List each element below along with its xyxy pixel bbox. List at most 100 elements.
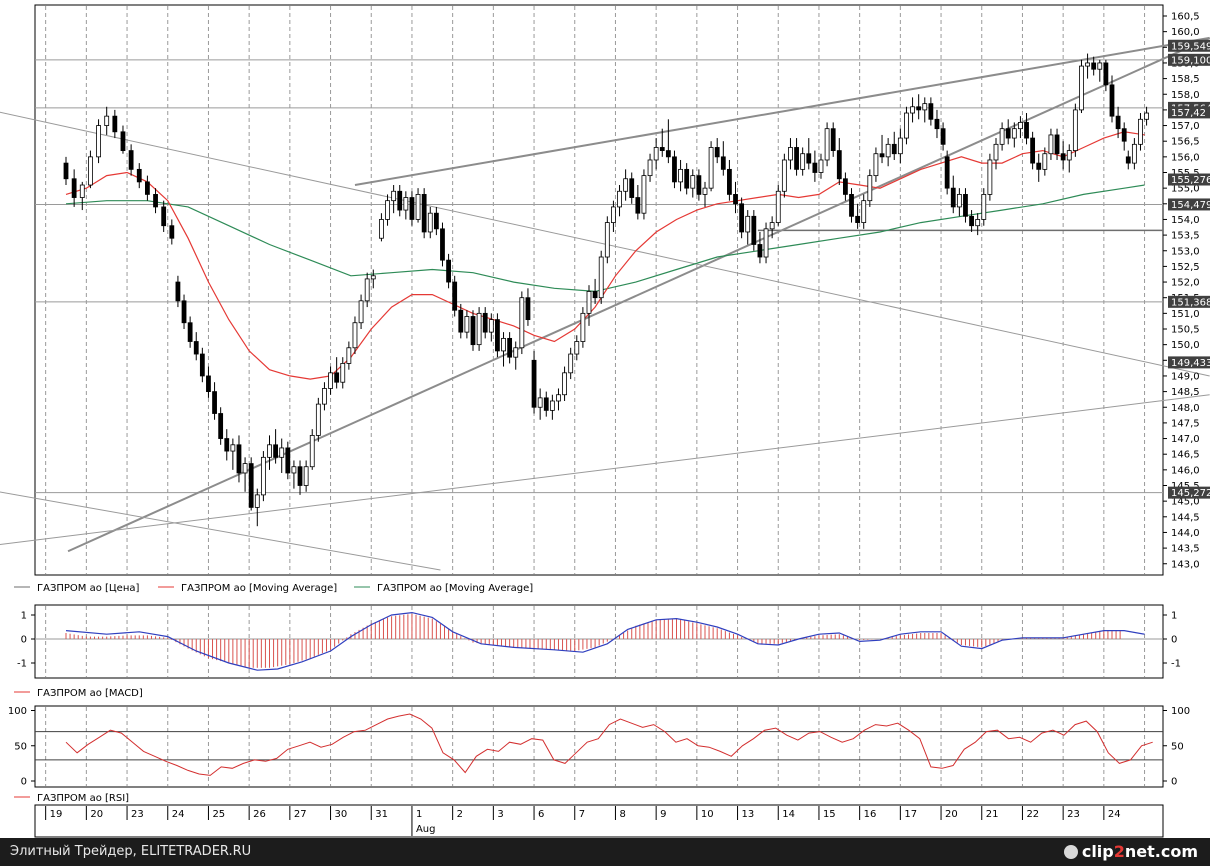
candle-75 (549, 394, 555, 420)
candle-99 (696, 169, 702, 201)
svg-text:149,433: 149,433 (1171, 358, 1210, 369)
price-tick-label-9: 156,0 (1171, 152, 1200, 163)
candle-130 (885, 138, 891, 167)
price-level-label-4: 155,276 (1168, 173, 1210, 186)
candle-45 (364, 272, 370, 308)
candle-10 (144, 175, 150, 201)
candle-98 (690, 169, 696, 198)
legend-macd: ГАЗПРОМ ао [MACD] (37, 688, 143, 699)
candle-112 (775, 185, 781, 226)
candle-113 (781, 153, 787, 198)
candle-128 (873, 147, 879, 182)
macd-signal-line (65, 611, 1145, 671)
rsi-tick-label-left-2: 0 (21, 777, 27, 788)
price-level-label-6: 151,368 (1168, 295, 1210, 308)
candle-69 (513, 341, 519, 370)
date-label-11: 3 (497, 809, 503, 820)
date-label-14: 8 (619, 809, 625, 820)
candle-93 (659, 128, 665, 157)
candle-1 (71, 169, 77, 207)
candle-169 (1121, 122, 1127, 151)
candle-148 (993, 138, 999, 170)
price-tick-label-13: 154,0 (1171, 215, 1200, 226)
candle-34 (297, 460, 303, 495)
price-tick-label-31: 145,0 (1171, 497, 1200, 508)
candle-24 (236, 435, 242, 483)
candle-53 (415, 188, 421, 223)
macd-tick-label-left-0: 1 (21, 611, 27, 622)
candle-117 (806, 138, 812, 170)
rsi-line (65, 713, 1153, 776)
price-tick-label-19: 151,0 (1171, 309, 1200, 320)
candle-29 (267, 435, 272, 470)
svg-text:145,272: 145,272 (1171, 488, 1210, 499)
candle-13 (169, 219, 175, 245)
candle-171 (1131, 138, 1137, 170)
price-tick-label-4: 158,5 (1171, 74, 1200, 85)
date-label-24: 22 (1026, 809, 1039, 820)
candle-4 (96, 119, 101, 164)
candle-111 (769, 216, 775, 239)
rsi-tick-label-right-0: 100 (1171, 706, 1190, 717)
candle-173 (1144, 106, 1149, 126)
rsi-y-axis: 100 100 50 50 0 0 (8, 706, 1190, 788)
candle-170 (1125, 150, 1131, 170)
candle-101 (708, 141, 714, 192)
date-label-0: 19 (50, 809, 63, 820)
candle-8 (128, 144, 134, 176)
price-tick-label-7: 157,0 (1171, 121, 1200, 132)
legend-ma-green: ГАЗПРОМ ао [Moving Average] (377, 583, 533, 594)
macd-tick-label-right-1: 0 (1171, 635, 1177, 646)
candle-138 (934, 109, 940, 139)
date-label-16: 10 (701, 809, 714, 820)
candle-139 (940, 122, 946, 151)
candle-143 (963, 188, 968, 223)
candle-71 (525, 288, 531, 326)
price-candles (63, 53, 1149, 527)
date-label-23: 21 (986, 809, 999, 820)
candle-22 (224, 429, 230, 461)
candle-65 (488, 313, 494, 342)
rsi-tick-label-left-0: 100 (8, 706, 27, 717)
date-label-2: 23 (131, 809, 144, 820)
candle-133 (904, 106, 909, 145)
candle-44 (358, 294, 364, 329)
macd-series (35, 611, 1163, 671)
candle-2 (79, 181, 85, 211)
candle-23 (230, 438, 236, 470)
candle-28 (260, 451, 266, 502)
candle-131 (891, 131, 897, 160)
candle-167 (1109, 75, 1115, 123)
candle-66 (495, 313, 500, 358)
date-label-19: 15 (823, 809, 836, 820)
candle-122 (836, 138, 842, 186)
candle-96 (678, 159, 683, 192)
candle-18 (199, 347, 205, 383)
date-label-22: 20 (945, 809, 958, 820)
macd-tick-label-left-2: -1 (17, 659, 27, 670)
price-tick-label-27: 147,0 (1171, 434, 1200, 445)
candle-100 (702, 181, 708, 207)
candle-153 (1024, 113, 1029, 145)
candle-146 (981, 188, 987, 226)
candle-89 (635, 185, 641, 220)
price-tick-label-34: 143,5 (1171, 544, 1200, 555)
macd-tick-label-right-0: 1 (1171, 611, 1177, 622)
candle-50 (397, 185, 403, 217)
price-level-label-3: 157,42 (1168, 106, 1210, 119)
candle-97 (684, 163, 690, 195)
candle-79 (574, 335, 580, 361)
candle-72 (531, 350, 537, 414)
candle-60 (458, 303, 464, 339)
date-label-8: 31 (375, 809, 388, 820)
candle-31 (279, 438, 285, 473)
price-tick-label-24: 148,5 (1171, 387, 1200, 398)
candle-107 (745, 210, 751, 245)
date-label-17: 13 (742, 809, 755, 820)
candle-90 (641, 169, 647, 220)
candle-9 (136, 163, 142, 189)
date-label-26: 24 (1108, 809, 1121, 820)
candle-26 (248, 457, 254, 511)
candle-87 (623, 169, 629, 201)
rsi-panel-frame (34, 705, 1164, 788)
